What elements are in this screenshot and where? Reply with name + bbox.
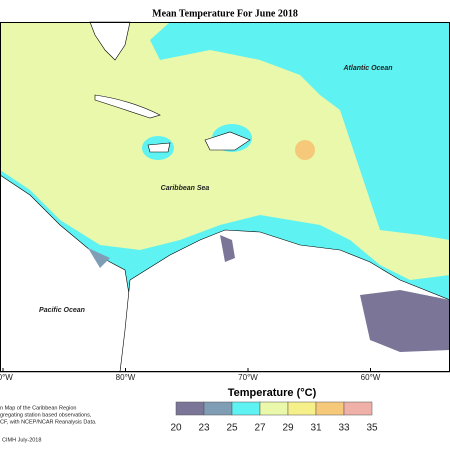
legend-tick: 31 xyxy=(310,423,322,434)
credit: CIMH July-2018 xyxy=(2,437,41,443)
note: gregating station based observations, xyxy=(0,412,92,418)
sea-label: Caribbean Sea xyxy=(161,185,210,192)
legend-title: Temperature (°C) xyxy=(228,387,317,399)
legend-tick: 27 xyxy=(254,423,266,434)
legend-swatch xyxy=(231,401,261,416)
lon-label: 70°W xyxy=(238,373,258,382)
legend-tick: 29 xyxy=(282,423,294,434)
legend-swatch xyxy=(259,401,289,416)
legend-swatch xyxy=(315,401,345,416)
legend-tick: 35 xyxy=(366,423,378,434)
lon-label: 80°W xyxy=(116,373,136,382)
legend-tick: 33 xyxy=(338,423,350,434)
lon-label: 60°W xyxy=(361,373,381,382)
ocean-label: Pacific Ocean xyxy=(39,307,85,314)
legend-swatch xyxy=(175,401,205,416)
legend-tick: 20 xyxy=(170,423,182,434)
warm-patch xyxy=(295,140,315,160)
cool-land xyxy=(220,235,235,262)
legend-swatch xyxy=(287,401,317,416)
legend-tick: 23 xyxy=(198,423,210,434)
map-title: Mean Temperature For June 2018 xyxy=(152,8,298,19)
legend-tick: 25 xyxy=(226,423,238,434)
note: n Map of the Caribbean Region xyxy=(0,405,76,411)
map: Atlantic Ocean Caribbean Sea Pacific Oce… xyxy=(0,21,450,373)
island xyxy=(204,131,251,151)
legend-swatch xyxy=(343,401,373,416)
cool-land xyxy=(88,248,110,268)
island xyxy=(147,142,171,153)
legend-swatch xyxy=(203,401,233,416)
note: CF, with NCEP/NCAR Reanalysis Data. xyxy=(0,419,97,425)
island xyxy=(94,94,161,119)
cool-land xyxy=(360,290,450,352)
ocean-label: Atlantic Ocean xyxy=(342,65,392,72)
lon-label: 90°W xyxy=(0,373,13,382)
